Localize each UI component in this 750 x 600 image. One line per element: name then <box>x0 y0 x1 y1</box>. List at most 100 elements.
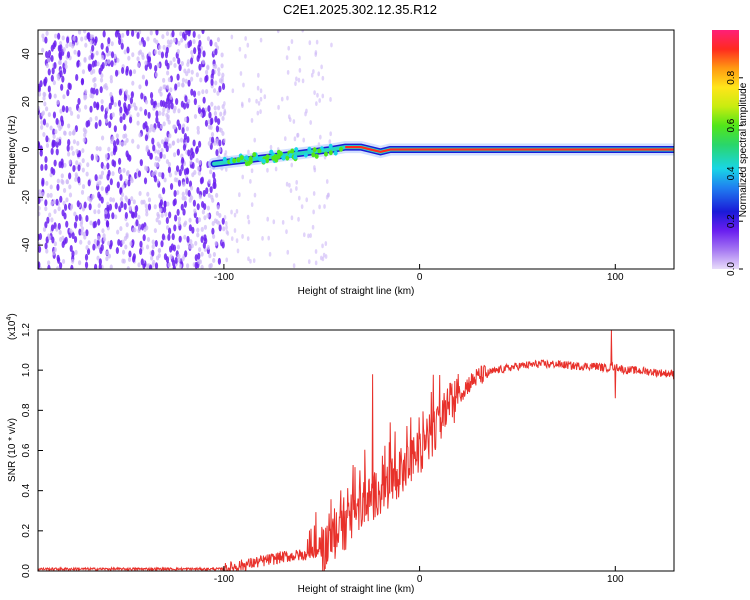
spectrogram-noise-dot <box>73 49 77 55</box>
spectrogram-noise-dot <box>131 211 135 219</box>
spectrogram-noise-dot <box>61 235 65 241</box>
spectrogram-noise-dot <box>200 235 204 243</box>
spectrogram-noise-dot <box>157 121 161 129</box>
spectrogram-noise-dot <box>52 133 56 139</box>
spectrogram-noise-dot <box>157 50 162 56</box>
spectrogram-noise-dot <box>200 251 204 257</box>
spectrogram-noise-dot <box>55 198 59 206</box>
spectrogram-ridge-speckle <box>328 143 333 149</box>
spectrogram-noise-dot <box>42 118 47 126</box>
spectrogram-noise-dot <box>99 86 103 94</box>
spectrogram-noise-dot <box>289 188 293 194</box>
spectrogram-noise-dot <box>312 209 315 215</box>
spectrogram-noise-dot <box>124 244 128 250</box>
spectrogram-noise-dot <box>124 178 128 184</box>
spectrogram-y-tick-label: -40 <box>21 237 32 252</box>
spectrogram-noise-dot <box>134 172 138 180</box>
colorbar-ticks: 0.0 0.2 0.4 0.6 0.8 <box>726 70 743 276</box>
spectrogram-noise-dot <box>238 192 241 198</box>
snr-x-axis: -100 0 100 <box>214 566 624 585</box>
spectrogram-noise-dot <box>215 149 219 157</box>
spectrogram-noise-dot <box>108 50 112 56</box>
spectrogram-noise-dot <box>246 236 250 242</box>
spectrogram-noise-dot <box>146 236 151 242</box>
spectrogram-noise-dot <box>218 85 222 93</box>
spectrogram-noise-dot <box>72 165 76 173</box>
spectrogram-noise-dot <box>281 219 285 225</box>
spectrogram-noise-dot <box>197 252 201 260</box>
spectrogram-noise-dot <box>89 93 93 99</box>
spectrogram-noise-dot <box>147 197 152 203</box>
spectrogram-noise-dot <box>179 137 184 143</box>
spectrogram-noise-dot <box>94 174 98 182</box>
spectrogram-noise-dot <box>202 96 206 104</box>
spectrogram-noise-dot <box>259 109 262 115</box>
spectrogram-noise-dot <box>325 179 329 184</box>
spectrogram-noise-dot <box>318 98 321 103</box>
snr-y-tick-label: 1.0 <box>21 363 32 377</box>
spectrogram-noise-dot <box>144 60 148 66</box>
spectrogram-noise-dot <box>100 186 104 192</box>
spectrogram-noise-dot <box>176 73 180 81</box>
spectrogram-noise-dot <box>122 113 126 121</box>
spectrogram-noise-dot <box>73 236 78 244</box>
spectrogram-noise-dot <box>152 101 156 109</box>
spectrogram-noise-dot <box>108 203 113 211</box>
spectrogram-noise-dot <box>197 170 201 176</box>
spectrogram-noise-dot <box>126 153 130 161</box>
spectrogram-noise-dot <box>68 42 72 48</box>
spectrogram-noise-dot <box>241 174 245 180</box>
spectrogram-noise-dot <box>174 256 178 264</box>
spectrogram-noise-dot <box>135 219 139 227</box>
spectrogram-noise-dot <box>215 210 220 216</box>
spectrogram-noise-dot <box>235 208 239 214</box>
spectrogram-noise-dot <box>143 227 147 233</box>
spectrogram-noise-dot <box>108 102 112 110</box>
spectrogram-noise-dot <box>110 41 114 47</box>
spectrogram-noise-dot <box>178 64 182 72</box>
spectrogram-noise-dot <box>47 112 51 118</box>
spectrogram-noise-dot <box>52 80 56 86</box>
spectrogram-noise-dot <box>166 62 170 70</box>
spectrogram-noise-dot <box>298 195 301 201</box>
spectrogram-noise-dot <box>107 58 111 64</box>
spectrogram-noise-dot <box>118 88 123 96</box>
spectrogram-noise-dot <box>61 105 66 113</box>
spectrogram-noise-dot <box>160 51 165 59</box>
spectrogram-noise-dot <box>153 175 158 183</box>
spectrogram-noise-dot <box>126 46 130 54</box>
spectrogram-ridge-speckle <box>311 152 316 158</box>
spectrogram-ridge-core <box>345 146 674 154</box>
spectrogram-noise-dot <box>159 151 163 159</box>
spectrogram-noise-dot <box>81 158 85 164</box>
spectrogram-noise-dot <box>45 122 49 128</box>
spectrogram-noise-dot <box>252 258 256 264</box>
spectrogram-noise-dot <box>307 259 311 265</box>
spectrogram-noise-dot <box>203 224 208 230</box>
spectrogram-noise-dot <box>215 219 219 225</box>
spectrogram-noise-dot <box>206 36 211 42</box>
spectrogram-noise-dot <box>157 220 162 226</box>
spectrogram-noise-dot <box>151 249 155 257</box>
spectrogram-noise-dot <box>298 67 302 73</box>
spectrogram-noise-dot <box>116 229 120 235</box>
spectrogram-noise-dot <box>167 77 172 83</box>
spectrogram-noise-dot <box>233 212 237 218</box>
spectrogram-noise-dot <box>244 53 247 59</box>
spectrogram-ridge-speckle <box>252 152 257 158</box>
spectrogram-noise-dot <box>44 36 48 44</box>
spectrogram-noise-dot <box>123 124 127 132</box>
spectrogram-noise-dot <box>92 243 96 251</box>
spectrogram-noise-dot <box>180 203 184 211</box>
spectrogram-noise-dot <box>44 206 48 212</box>
spectrogram-noise-dot <box>59 195 63 203</box>
spectrogram-noise-dot <box>175 98 179 106</box>
spectrogram-noise-dot <box>41 47 45 53</box>
spectrogram-x-tick-label: 100 <box>607 272 624 283</box>
spectrogram-noise-dot <box>255 98 258 104</box>
spectrogram-noise-dot <box>69 228 73 234</box>
spectrogram-noise-dot <box>151 244 155 250</box>
spectrogram-noise-dot <box>112 140 117 148</box>
spectrogram-noise-dot <box>57 222 61 230</box>
spectrogram-noise-dot <box>132 69 137 75</box>
